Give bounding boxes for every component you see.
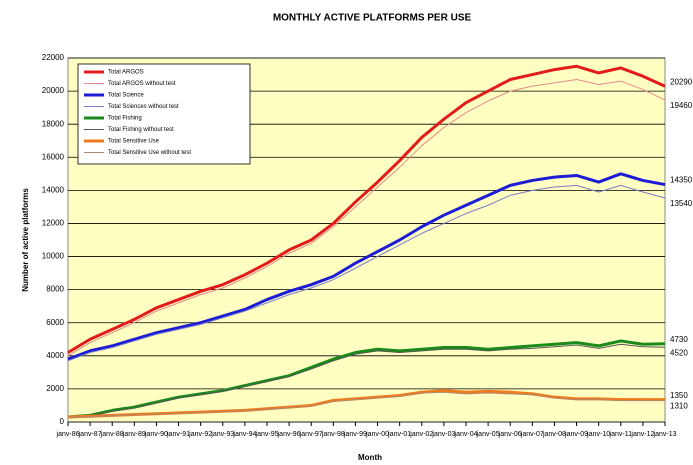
x-tick-label: janv-01 — [387, 431, 411, 438]
x-tick-label: janv-95 — [255, 431, 279, 438]
y-tick-label: 0 — [60, 417, 65, 426]
series-line — [67, 184, 666, 362]
legend-label: Total Sensitive Use without test — [108, 150, 191, 156]
y-tick-label: 18000 — [42, 119, 65, 128]
series-line — [67, 339, 666, 419]
y-tick-label: 8000 — [46, 285, 64, 294]
legend-label: Total Sciences without test — [108, 104, 179, 110]
x-tick-label: janv-86 — [56, 431, 80, 438]
x-tick-label: janv-97 — [299, 431, 323, 438]
end-label: 20290 — [670, 77, 693, 86]
x-tick-label: janv-08 — [542, 431, 566, 438]
x-tick-label: janv-09 — [564, 431, 588, 438]
y-tick-label: 12000 — [42, 219, 65, 228]
end-label: 14350 — [670, 176, 693, 185]
x-tick-label: janv-96 — [277, 431, 301, 438]
series-line — [67, 79, 666, 357]
y-tick-label: 2000 — [46, 384, 64, 393]
x-tick-label: janv-10 — [586, 431, 610, 438]
legend-label: Total ARGOS without test — [108, 81, 176, 87]
legend-label: Total Sensitive Use — [108, 139, 160, 145]
x-tick-label: janv-12 — [630, 431, 654, 438]
legend-label: Total Fishing without test — [108, 127, 174, 133]
x-tick-label: janv-06 — [498, 431, 522, 438]
y-tick-label: 4000 — [46, 351, 64, 360]
series-line — [67, 391, 666, 418]
y-tick-label: 20000 — [42, 86, 65, 95]
x-tick-label: janv-13 — [653, 431, 677, 438]
legend-label: Total Fishing — [108, 116, 142, 122]
end-label: 13540 — [670, 199, 693, 208]
x-axis-label: Month — [358, 453, 382, 462]
legend-box — [77, 63, 251, 165]
x-tick-label: janv-99 — [343, 431, 367, 438]
end-label: 19460 — [670, 101, 693, 110]
x-tick-label: janv-93 — [210, 431, 234, 438]
legend-label: Total ARGOS — [108, 70, 144, 76]
x-tick-label: janv-03 — [431, 431, 455, 438]
y-tick-label: 10000 — [42, 252, 65, 261]
x-tick-label: janv-04 — [454, 431, 478, 438]
x-tick-label: janv-92 — [188, 431, 212, 438]
x-tick-label: janv-90 — [144, 431, 168, 438]
series-line — [67, 64, 666, 354]
x-tick-label: janv-11 — [609, 431, 633, 438]
end-label: 4520 — [670, 348, 688, 357]
x-tick-label: janv-05 — [476, 431, 500, 438]
y-axis-label: Number of active platforms — [21, 188, 30, 292]
x-tick-label: janv-89 — [122, 431, 146, 438]
series-line — [67, 172, 666, 361]
legend-label: Total Science — [108, 93, 144, 99]
y-tick-label: 22000 — [42, 53, 65, 62]
x-tick-label: janv-87 — [78, 431, 102, 438]
series-line — [67, 343, 666, 418]
end-label: 4730 — [670, 335, 688, 344]
y-tick-label: 6000 — [46, 318, 64, 327]
y-tick-label: 16000 — [42, 152, 65, 161]
end-label: 1310 — [670, 401, 688, 410]
y-tick-label: 14000 — [42, 185, 65, 194]
x-tick-label: janv-00 — [365, 431, 389, 438]
x-tick-label: janv-91 — [166, 431, 190, 438]
x-tick-label: janv-07 — [520, 431, 544, 438]
x-tick-label: janv-98 — [321, 431, 345, 438]
end-label: 1350 — [670, 391, 688, 400]
x-tick-label: janv-02 — [409, 431, 433, 438]
x-tick-label: janv-88 — [100, 431, 124, 438]
chart-title: MONTHLY ACTIVE PLATFORMS PER USE — [273, 13, 472, 24]
x-tick-label: janv-94 — [232, 431, 256, 438]
